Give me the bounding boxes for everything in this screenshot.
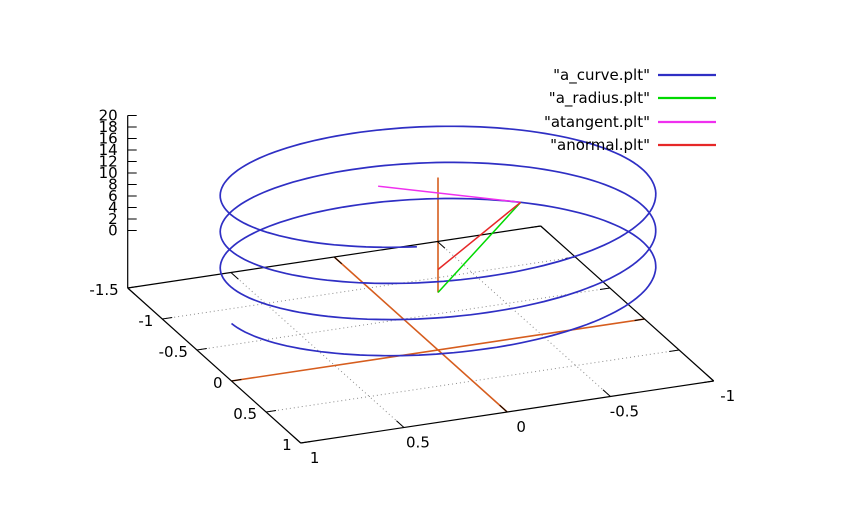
z-tick-label: 14	[99, 141, 118, 159]
x-tick-mark-mirror	[634, 318, 645, 321]
legend-label-atangent: "atangent.plt"	[544, 113, 650, 131]
z-tick-label: 10	[99, 164, 118, 182]
y-tick-label: 0.5	[406, 434, 430, 452]
grid-line-y	[230, 272, 405, 428]
tangent-vector-line	[378, 185, 521, 204]
x-tick-label: 0.5	[233, 405, 257, 423]
y-tick-mark-mirror	[333, 256, 343, 265]
y-tick-label: 1	[310, 449, 320, 467]
y-tick-mark-mirror	[540, 225, 549, 234]
border-edge-front-left	[127, 287, 302, 444]
z-tick-label: 0	[108, 222, 118, 240]
z-tick-label: 6	[108, 187, 118, 205]
y-tick-mark-mirror	[230, 272, 239, 280]
y-tick-label: 0	[516, 418, 526, 436]
legend-label-a-curve: "a_curve.plt"	[553, 66, 650, 85]
x-tick-label: -1.5	[89, 281, 118, 299]
x-tick-mark	[266, 410, 277, 413]
x-tick-mark-mirror	[530, 225, 541, 228]
x-tick-mark	[300, 441, 311, 444]
x-tick-mark	[196, 348, 207, 351]
z-tick-label: 8	[108, 176, 118, 194]
z-tick-label: 12	[99, 153, 118, 171]
x-tick-mark-mirror	[599, 287, 610, 290]
z-tick-label: 16	[99, 130, 118, 148]
radius-vector-line	[437, 201, 522, 294]
legend: "a_curve.plt" "a_radius.plt" "atangent.p…	[544, 66, 716, 154]
helix-curve	[219, 125, 657, 357]
y-tick-mark-mirror	[437, 241, 446, 249]
x-tick-mark	[231, 379, 242, 382]
y-tick-mark	[396, 420, 405, 428]
grid-line-y	[437, 241, 611, 397]
z-tick-label: 18	[99, 118, 118, 136]
x-tick-label: 1	[282, 436, 292, 454]
y-tick-mark	[292, 435, 302, 444]
legend-label-anormal: "anormal.plt"	[550, 136, 650, 154]
x-tick-label: 0	[213, 374, 223, 392]
y-tick-mark	[499, 404, 508, 413]
x-tick-label: -1	[138, 312, 153, 330]
x-tick-label: -0.5	[159, 343, 188, 361]
x-tick-mark-mirror	[669, 349, 680, 352]
x-tick-mark	[162, 317, 173, 320]
z-tick-label: 2	[108, 210, 118, 228]
border-edge-back-right	[540, 225, 715, 382]
z-tick-label: 4	[108, 199, 118, 217]
legend-label-a-radius: "a_radius.plt"	[549, 89, 650, 108]
y-tick-mark	[602, 389, 611, 397]
plot-generated-content: -1.5-1-0.500.5110.50-0.5-102468101214161…	[89, 107, 735, 468]
y-tick-label: -0.5	[610, 403, 639, 421]
y-tick-mark-mirror	[127, 287, 136, 296]
x-tick-mark-mirror	[703, 380, 714, 383]
x-tick-mark	[127, 286, 138, 289]
y-tick-label: -1	[720, 387, 735, 405]
z-tick-label: 20	[99, 107, 118, 125]
y-tick-mark	[705, 373, 715, 382]
normal-vector-line	[437, 201, 522, 271]
